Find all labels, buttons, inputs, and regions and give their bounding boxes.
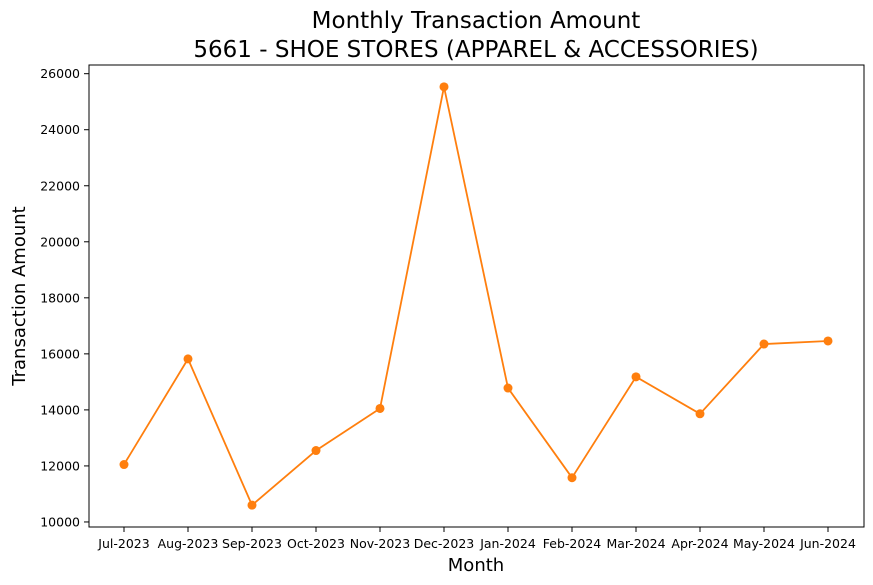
y-tick-label: 16000 (40, 346, 80, 361)
data-point (183, 354, 193, 364)
x-tick-label: Jun-2024 (799, 536, 856, 551)
series-layer (119, 82, 833, 510)
data-point (375, 403, 385, 413)
data-point (631, 372, 641, 382)
x-tick-label: May-2024 (733, 536, 795, 551)
data-point (247, 500, 257, 510)
chart-title-line2: 5661 - SHOE STORES (APPAREL & ACCESSORIE… (193, 37, 758, 63)
y-tick-label: 10000 (40, 514, 80, 529)
data-point (311, 446, 321, 456)
x-tick-label: Apr-2024 (671, 536, 728, 551)
y-tick-label: 14000 (40, 402, 80, 417)
x-axis-label: Month (448, 555, 504, 576)
x-tick-label: Aug-2023 (158, 536, 219, 551)
x-tick-label: Sep-2023 (222, 536, 282, 551)
y-tick-label: 18000 (40, 290, 80, 305)
y-tick-label: 12000 (40, 458, 80, 473)
x-tick-label: Mar-2024 (606, 536, 665, 551)
data-point (823, 336, 833, 346)
x-tick-label: Dec-2023 (414, 536, 475, 551)
x-tick-label: Jan-2024 (479, 536, 536, 551)
y-tick-label: 20000 (40, 234, 80, 249)
y-axis-ticks: 10000 12000 14000 16000 18000 20000 22000 24000… (40, 66, 89, 529)
data-point (759, 339, 769, 349)
data-point (439, 82, 449, 92)
data-point (503, 383, 513, 393)
y-axis-label: Transaction Amount (9, 206, 30, 386)
x-tick-label: Jul-2023 (97, 536, 149, 551)
x-axis-ticks: Jul-2023 Aug-2023 Sep-2023 Oct-2023 Nov-2023… (97, 527, 856, 551)
y-tick-label: 24000 (40, 122, 80, 137)
x-tick-label: Feb-2024 (543, 536, 602, 551)
chart-title-line1: Monthly Transaction Amount (312, 8, 641, 34)
y-tick-label: 26000 (40, 66, 80, 81)
y-tick-label: 22000 (40, 178, 80, 193)
x-tick-label: Oct-2023 (287, 536, 345, 551)
data-point (119, 460, 129, 470)
data-point (695, 409, 705, 419)
series-line (123, 85, 829, 507)
x-tick-label: Nov-2023 (350, 536, 410, 551)
data-point (567, 473, 577, 483)
plot-area (88, 64, 865, 528)
